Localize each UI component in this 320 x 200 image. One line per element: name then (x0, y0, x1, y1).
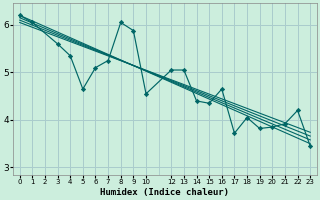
X-axis label: Humidex (Indice chaleur): Humidex (Indice chaleur) (100, 188, 229, 197)
